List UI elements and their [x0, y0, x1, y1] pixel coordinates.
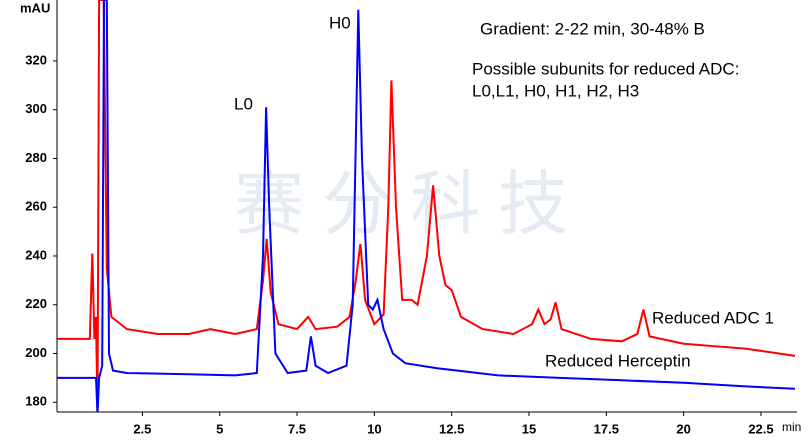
x-axis-label: min: [782, 420, 801, 434]
x-tick-label: 7.5: [288, 421, 306, 436]
annotation: L0,L1, H0, H1, H2, H3: [472, 81, 639, 100]
annotation: Gradient: 2-22 min, 30-48% B: [480, 19, 705, 38]
y-tick-label: 300: [25, 101, 47, 116]
series-label: Reduced ADC 1: [652, 308, 774, 327]
x-tick-label: 2.5: [133, 421, 151, 436]
x-tick-label: 12.5: [439, 421, 464, 436]
y-axis-label: mAU: [20, 0, 50, 15]
watermark: 赛分科技: [234, 163, 586, 245]
x-tick-label: 10: [367, 421, 381, 436]
y-tick-label: 320: [25, 52, 47, 67]
x-tick-label: 17.5: [594, 421, 619, 436]
annotation: Possible subunits for reduced ADC:: [472, 59, 739, 78]
series-line: [57, 0, 796, 412]
y-tick-label: 240: [25, 247, 47, 262]
x-tick-label: 5: [216, 421, 223, 436]
plot-area: [57, 0, 796, 412]
series-line: [57, 0, 796, 412]
y-tick-label: 220: [25, 296, 47, 311]
x-tick-label: 22.5: [748, 421, 773, 436]
y-tick-label: 180: [25, 394, 47, 409]
annotation: H0: [329, 13, 351, 32]
y-tick-label: 200: [25, 345, 47, 360]
y-tick-label: 260: [25, 199, 47, 214]
series-label: Reduced Herceptin: [545, 351, 691, 370]
y-tick-label: 280: [25, 150, 47, 165]
annotation: L0: [234, 94, 253, 113]
x-tick-label: 20: [676, 421, 690, 436]
x-tick-label: 15: [522, 421, 536, 436]
